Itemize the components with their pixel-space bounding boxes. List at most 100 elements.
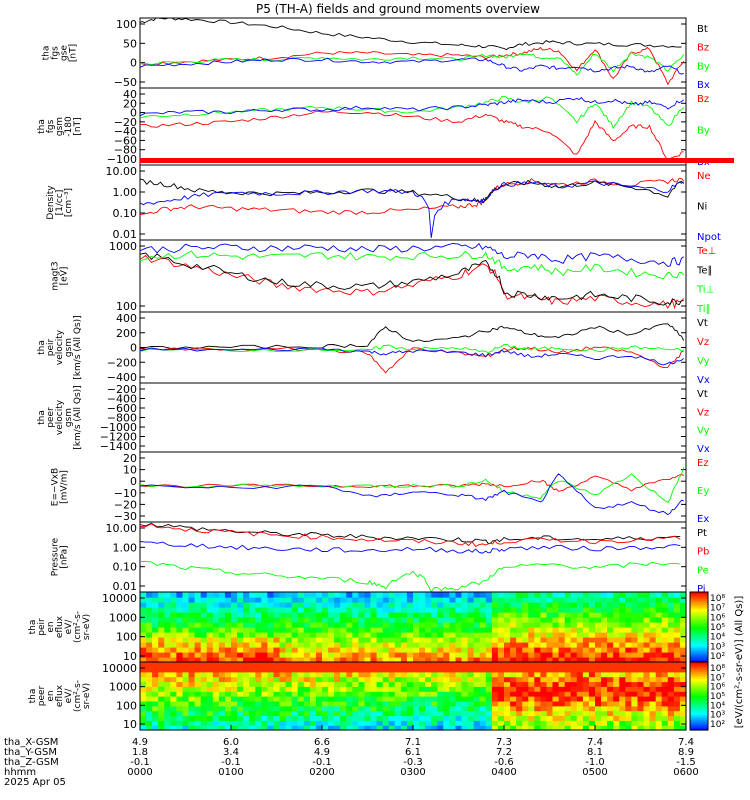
spectrogram-cell (582, 592, 590, 598)
spectrogram-cell (218, 681, 226, 687)
spectrogram-cell (601, 700, 608, 707)
spectrogram-cell (510, 676, 517, 683)
spectrogram-cell (176, 725, 184, 731)
spectrogram-cell (479, 622, 487, 628)
spectrogram-cell (588, 652, 596, 658)
spectrogram-cell (309, 612, 317, 618)
spectrogram-cell (582, 657, 590, 663)
spectrogram-cell (328, 705, 335, 712)
spectrogram-cell (491, 725, 499, 731)
spectrogram-cell (249, 700, 256, 707)
spectrogram-cell (237, 720, 244, 726)
spectrogram-cell (297, 607, 305, 613)
spectrogram-cell (673, 617, 681, 623)
spectrogram-cell (400, 597, 408, 603)
spectrogram-cell (340, 642, 347, 648)
spectrogram-cell (382, 617, 390, 623)
spectrogram-cell (643, 602, 651, 608)
spectrogram-cell (188, 686, 196, 692)
x-row-label: hhmm (4, 767, 36, 778)
spectrogram-cell (146, 705, 153, 712)
spectrogram-cell (249, 686, 256, 692)
spectrogram-cell (303, 676, 311, 683)
spectrogram-cell (394, 671, 402, 678)
spectrogram-cell (176, 592, 184, 598)
spectrogram-cell (504, 676, 511, 683)
spectrogram-cell (315, 612, 323, 618)
colorbar-segment (690, 599, 708, 602)
spectrogram-cell (267, 666, 275, 673)
spectrogram-cell (485, 715, 493, 721)
spectrogram-cell (334, 662, 341, 668)
spectrogram-cell (588, 592, 596, 598)
spectrogram-cell (546, 666, 554, 673)
spectrogram-cell (661, 691, 669, 697)
spectrogram-cell (607, 681, 614, 687)
spectrogram-cell (479, 681, 487, 687)
colorbar-segment (690, 689, 708, 692)
spectrogram-cell (516, 657, 523, 663)
spectrogram-cell (479, 705, 487, 712)
spectrogram-cell (619, 592, 626, 598)
spectrogram-cell (224, 632, 232, 638)
spectrogram-cell (152, 676, 159, 683)
spectrogram-cell (607, 657, 614, 663)
spectrogram-cell (679, 700, 687, 707)
spectrogram-cell (461, 720, 469, 726)
spectrogram-cell (188, 710, 196, 717)
spectrogram-cell (497, 710, 505, 717)
spectrogram-cell (285, 602, 293, 608)
spectrogram-cell (564, 676, 572, 683)
spectrogram-cell (376, 725, 384, 731)
spectrogram-cell (570, 627, 578, 633)
spectrogram-cell (224, 686, 232, 692)
spectrogram-cell (315, 715, 323, 721)
spectrogram-cell (588, 725, 596, 731)
spectrogram-cell (249, 671, 256, 678)
spectrogram-cell (176, 705, 184, 712)
spectrogram-cell (504, 647, 511, 653)
spectrogram-cell (649, 705, 657, 712)
spectrogram-cell (158, 647, 165, 653)
spectrogram-cell (352, 602, 359, 608)
legend-Pe: Pe (697, 565, 709, 576)
spectrogram-cell (158, 696, 165, 702)
spectrogram-cell (400, 681, 408, 687)
spectrogram-cell (491, 705, 499, 712)
spectrogram-cell (558, 597, 566, 603)
spectrogram-cell (170, 637, 177, 643)
spectrogram-cell (303, 710, 311, 717)
spectrogram-cell (194, 592, 202, 598)
spectrogram-cell (370, 666, 378, 673)
spectrogram-cell (582, 696, 590, 702)
spectrogram-cell (370, 705, 378, 712)
spectrogram-cell (679, 612, 687, 618)
spectrogram-cell (443, 696, 450, 702)
spectrogram-cell (673, 597, 681, 603)
spectrogram-cell (497, 647, 505, 653)
spectrogram-cell (255, 647, 262, 653)
spectrogram-cell (582, 607, 590, 613)
colorbar-segment (690, 706, 708, 709)
spectrogram-cell (425, 647, 432, 653)
spectrogram-cell (224, 647, 232, 653)
spectrogram-cell (443, 710, 450, 717)
spectrogram-cell (267, 622, 275, 628)
spectrogram-cell (370, 612, 378, 618)
legend-Pi: Pi (697, 584, 706, 595)
colorbar-label: [eV/(cm²-s-sr-eV)] (All Qs)] (734, 596, 745, 729)
spectrogram-cell (328, 725, 335, 731)
spectrogram-cell (218, 602, 226, 608)
spectrogram-cell (158, 681, 165, 687)
spectrogram-cell (297, 617, 305, 623)
spectrogram-cell (679, 647, 687, 653)
legend-Ne: Ne (697, 171, 711, 182)
spectrogram-cell (667, 700, 675, 707)
colorbar-segment (690, 620, 708, 623)
spectrogram-cell (152, 715, 159, 721)
spectrogram-cell (261, 691, 268, 697)
colorbar-segment (690, 616, 708, 619)
spectrogram-cell (346, 662, 353, 668)
spectrogram-cell (431, 642, 438, 648)
spectrogram-cell (479, 720, 487, 726)
